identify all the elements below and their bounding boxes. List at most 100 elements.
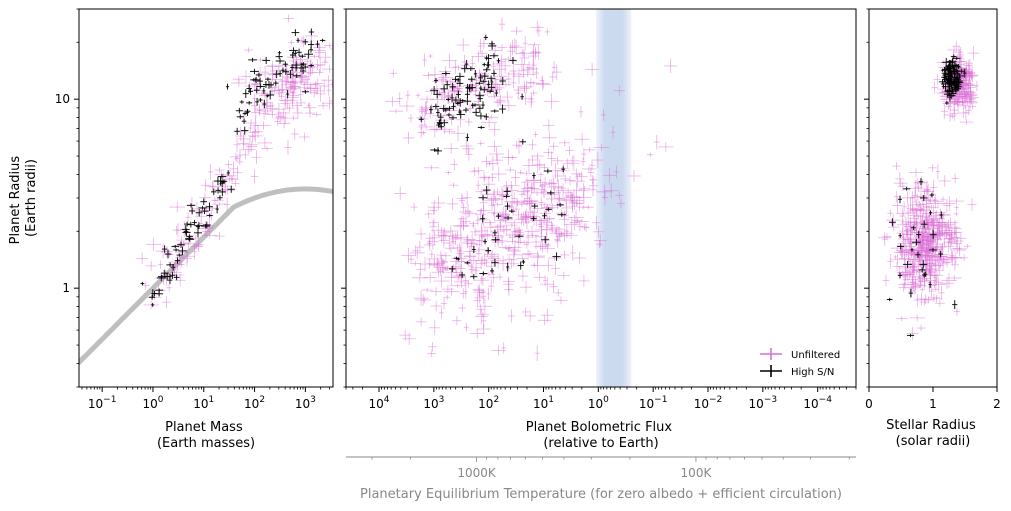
flux-point-unfiltered	[503, 181, 520, 190]
stellar-point-unfiltered	[931, 200, 945, 208]
flux-point-unfiltered	[579, 223, 590, 231]
stellar-point-unfiltered	[937, 262, 944, 269]
flux-point-unfiltered	[530, 262, 538, 268]
mass-point-high-sn	[268, 81, 274, 88]
stellar-point-high-sn	[906, 333, 915, 338]
mass-point-unfiltered	[146, 237, 161, 252]
flux-point-unfiltered	[518, 212, 529, 226]
flux-point-unfiltered	[478, 213, 489, 227]
stellar-point-unfiltered	[905, 217, 915, 229]
flux-point-unfiltered	[511, 140, 522, 150]
mass-point-high-sn	[184, 221, 191, 227]
mass-point-unfiltered	[194, 236, 204, 253]
stellar-point-high-sn	[953, 81, 958, 89]
stellar-point-unfiltered	[896, 211, 912, 216]
flux-point-high-sn	[471, 102, 475, 109]
stellar-point-unfiltered	[918, 234, 923, 250]
flux-point-unfiltered	[399, 100, 415, 112]
flux-point-high-sn	[552, 252, 561, 261]
flux-point-high-sn	[514, 234, 524, 239]
flux-point-high-sn	[467, 76, 476, 82]
stellar-point-unfiltered	[928, 251, 940, 264]
flux-x-tick-label: 104	[369, 395, 390, 411]
flux-point-unfiltered	[438, 91, 451, 101]
mass-point-unfiltered	[248, 124, 253, 132]
flux-point-unfiltered	[497, 43, 507, 52]
stellar-point-unfiltered	[924, 185, 931, 195]
flux-point-unfiltered	[462, 275, 469, 286]
flux-point-unfiltered	[489, 270, 498, 285]
flux-point-unfiltered	[543, 148, 554, 157]
flux-point-unfiltered	[533, 131, 539, 138]
stellar-point-unfiltered	[913, 182, 923, 192]
flux-point-unfiltered	[554, 289, 563, 297]
mass-x-tick-label: 102	[244, 395, 265, 411]
mass-point-high-sn	[241, 118, 247, 124]
flux-point-unfiltered	[582, 204, 594, 210]
flux-point-unfiltered	[439, 306, 444, 319]
mass-point-unfiltered	[317, 57, 324, 73]
flux-point-unfiltered	[482, 271, 495, 277]
mass-point-unfiltered	[275, 113, 281, 120]
mass-point-unfiltered	[261, 65, 269, 79]
flux-point-unfiltered	[446, 264, 461, 272]
flux-point-unfiltered	[504, 196, 520, 207]
mass-point-unfiltered	[277, 83, 286, 96]
flux-point-high-sn	[504, 202, 511, 210]
stellar-point-high-sn	[952, 300, 958, 310]
flux-point-high-sn	[473, 69, 477, 78]
mass-point-unfiltered	[284, 140, 292, 155]
flux-point-unfiltered	[569, 245, 576, 261]
stellar-point-unfiltered	[931, 249, 948, 263]
flux-point-unfiltered	[592, 152, 604, 168]
flux-point-unfiltered	[513, 68, 525, 84]
mass-point-unfiltered	[322, 96, 333, 110]
flux-point-unfiltered	[584, 62, 600, 77]
flux-point-high-sn	[503, 215, 513, 221]
flux-point-unfiltered	[653, 134, 660, 150]
flux-point-high-sn	[448, 265, 456, 272]
mass-point-high-sn	[155, 291, 164, 297]
flux-point-unfiltered	[600, 108, 606, 121]
stellar-point-unfiltered	[913, 201, 927, 208]
flux-point-unfiltered	[528, 93, 535, 106]
flux-point-unfiltered	[423, 239, 436, 251]
mass-point-unfiltered	[202, 232, 218, 239]
mass-point-high-sn	[157, 274, 166, 279]
stellar-point-high-sn	[908, 288, 914, 298]
flux-point-high-sn	[470, 274, 478, 280]
mass-point-unfiltered	[298, 82, 311, 93]
mass-point-unfiltered	[240, 70, 252, 83]
flux-point-unfiltered	[492, 233, 504, 241]
flux-x-tick-label: 10−2	[694, 395, 723, 411]
mass-point-high-sn	[258, 98, 263, 102]
flux-point-unfiltered	[592, 215, 601, 230]
flux-point-unfiltered	[552, 169, 563, 183]
flux-point-unfiltered	[473, 293, 482, 308]
flux-point-unfiltered	[560, 174, 571, 184]
flux-point-unfiltered	[469, 167, 480, 177]
flux-point-unfiltered	[389, 68, 398, 78]
mass-point-unfiltered	[299, 132, 310, 142]
mass-point-unfiltered	[256, 105, 262, 116]
stellar-point-high-sn	[944, 101, 949, 105]
temperature-secondary-axis: 1000K 100K	[346, 456, 856, 480]
flux-point-high-sn	[480, 215, 485, 223]
flux-point-high-sn	[499, 104, 506, 114]
flux-point-unfiltered	[533, 216, 547, 225]
mass-point-unfiltered	[244, 47, 253, 53]
flux-point-high-sn	[463, 97, 472, 106]
stellar-point-unfiltered	[898, 267, 914, 281]
flux-point-unfiltered	[439, 260, 447, 275]
flux-point-unfiltered	[527, 80, 541, 86]
flux-point-high-sn	[446, 105, 453, 111]
flux-point-high-sn	[451, 76, 459, 83]
mass-point-unfiltered	[292, 106, 304, 120]
stellar-point-unfiltered	[901, 201, 907, 213]
flux-point-unfiltered	[593, 225, 604, 238]
mass-points	[136, 14, 333, 310]
flux-point-unfiltered	[450, 125, 466, 142]
flux-point-high-sn	[476, 104, 484, 113]
stellar-point-unfiltered	[926, 257, 939, 265]
flux-point-high-sn	[503, 187, 511, 196]
